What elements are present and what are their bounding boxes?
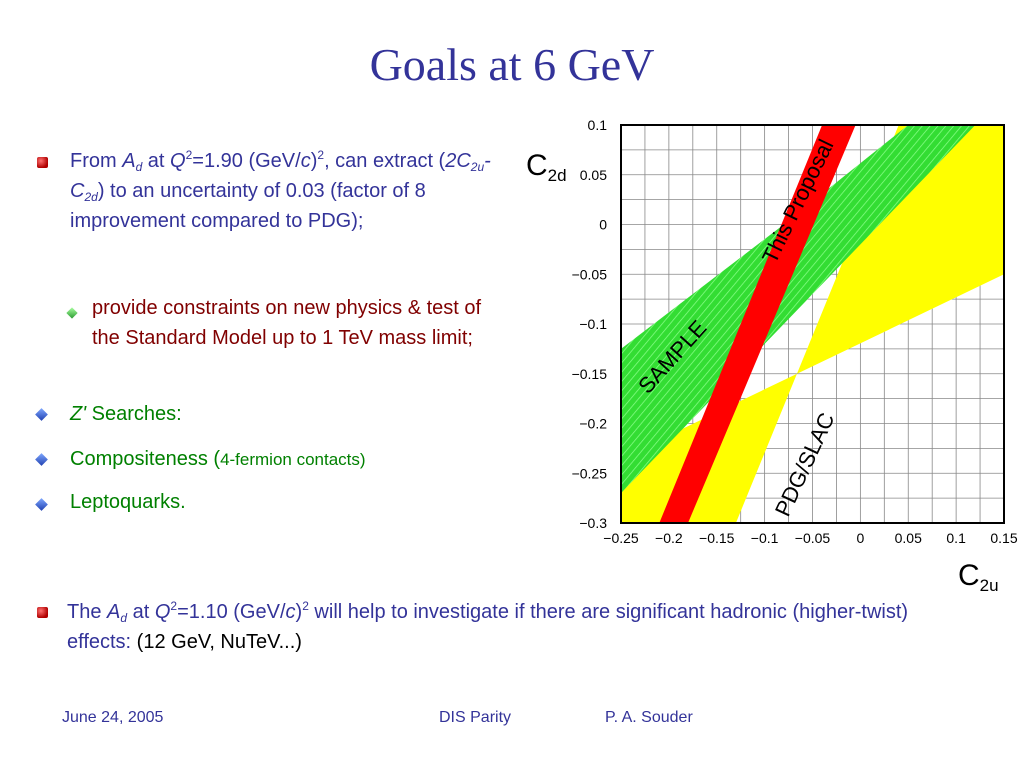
y-axis-title: C2d <box>526 149 567 185</box>
text: ) <box>295 601 303 623</box>
text: c <box>300 150 311 172</box>
sub-bullet-marker-icon <box>66 307 78 319</box>
bullet-marker-icon <box>37 607 48 618</box>
text: d <box>135 160 143 174</box>
text: Compositeness ( <box>70 448 221 470</box>
text: at <box>127 601 155 623</box>
text: 2u <box>470 160 485 174</box>
text: -C <box>70 150 491 202</box>
footer-author: P. A. Souder <box>605 709 693 726</box>
x-tick-label: 0.1 <box>946 530 966 546</box>
x-axis-title: C2u <box>958 559 999 595</box>
text: 2d <box>84 190 98 204</box>
y-tick-label: 0.05 <box>580 167 607 183</box>
text: A <box>122 150 136 172</box>
text: at <box>142 150 171 172</box>
x-tick-label: 0 <box>856 530 864 546</box>
bullet-zprime: Z' Searches: <box>70 399 182 429</box>
text: C <box>526 149 548 182</box>
x-tick-label: −0.1 <box>751 530 779 546</box>
text: 2 <box>170 599 178 613</box>
x-tick-label: −0.2 <box>655 530 683 546</box>
c2d-vs-c2u-plot: 0.10.050−0.05−0.1−0.15−0.2−0.25−0.3 −0.2… <box>526 117 1018 595</box>
text: 2d <box>548 166 567 185</box>
text: =1.10 (GeV/ <box>177 601 286 623</box>
bullet-leptoquarks: Leptoquarks. <box>70 491 186 513</box>
text: 2C <box>445 150 471 172</box>
y-tick-label: −0.1 <box>579 316 607 332</box>
text: C <box>958 559 980 592</box>
text: ) to an uncertainty of 0.03 (factor of 8… <box>70 180 426 232</box>
y-tick-label: −0.3 <box>579 515 607 531</box>
label-pdg-slac: PDG/SLAC <box>770 409 840 521</box>
text: Z' <box>70 403 87 425</box>
y-tick-label: 0.1 <box>588 117 608 133</box>
bullet-marker-icon <box>35 453 48 466</box>
text: A <box>107 601 121 623</box>
text: Q <box>170 150 186 172</box>
text: From <box>70 150 123 172</box>
text: will help to investigate if there are si… <box>67 601 909 653</box>
bullet-marker-icon <box>35 408 48 421</box>
text: =1.90 (GeV/ <box>192 150 301 172</box>
plot-frame <box>620 124 1005 524</box>
footer-topic: DIS Parity <box>439 709 512 726</box>
y-tick-labels: 0.1 0.05 0 −0.05 −0.1 −0.15 −0.2 −0.25 −0.3 <box>572 117 608 531</box>
text: 2 <box>185 148 193 162</box>
sub-bullet-constraints: provide constraints on new physics & tes… <box>92 297 482 349</box>
x-tick-label: −0.15 <box>699 530 735 546</box>
x-tick-label: 0.15 <box>990 530 1017 546</box>
x-tick-labels: −0.25 −0.2 −0.15 −0.1 −0.05 0 0.05 0.1 0.15 <box>603 530 1018 546</box>
x-tick-label: 0.05 <box>895 530 922 546</box>
y-tick-label: −0.05 <box>572 266 608 282</box>
bullet-marker-icon <box>37 157 48 168</box>
text: The <box>67 601 108 623</box>
text: ) <box>310 150 318 172</box>
y-tick-label: −0.2 <box>579 416 607 432</box>
y-tick-label: 0 <box>599 217 607 233</box>
text: 4-fermion contacts) <box>220 450 366 469</box>
footer-date: June 24, 2005 <box>62 709 164 726</box>
bullet-compositeness: Compositeness (4-fermion contacts) <box>70 444 366 475</box>
x-tick-label: −0.05 <box>795 530 831 546</box>
bullet-ad-goal: From Ad at Q2=1.90 (GeV/c)2, can extract… <box>70 146 510 236</box>
bullet-higher-twist: The Ad at Q2=1.10 (GeV/c)2 will help to … <box>67 597 947 657</box>
slide-title: Goals at 6 GeV <box>369 39 655 90</box>
y-tick-label: −0.25 <box>572 465 608 481</box>
band-this-proposal <box>659 125 856 523</box>
text: c <box>285 601 296 623</box>
x-tick-label: −0.25 <box>603 530 639 546</box>
text: 2 <box>317 148 325 162</box>
y-tick-label: −0.15 <box>572 366 608 382</box>
text: 2 <box>302 599 309 613</box>
text: 2u <box>980 576 999 595</box>
text: Q <box>154 601 171 623</box>
text: d <box>120 611 128 625</box>
text: , can extract ( <box>324 150 446 172</box>
bullet-marker-icon <box>35 498 48 511</box>
text: (12 GeV, NuTeV...) <box>136 631 302 653</box>
text: Searches: <box>86 403 182 425</box>
